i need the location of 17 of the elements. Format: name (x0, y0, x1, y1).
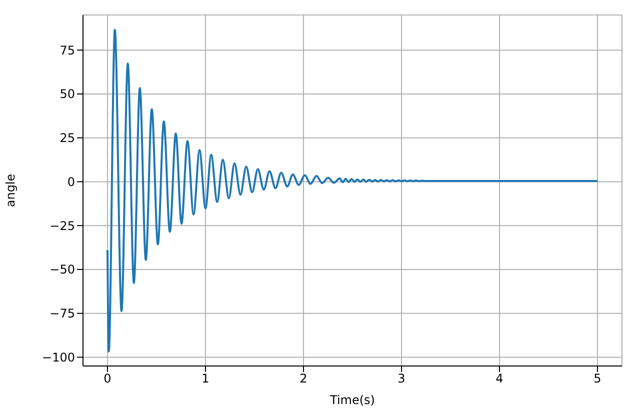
y-tick-label: −100 (42, 350, 75, 364)
x-tick-label: 1 (202, 372, 210, 386)
line-series (106, 28, 598, 352)
x-tick-label: 4 (496, 372, 504, 386)
x-tick-label: 5 (594, 372, 602, 386)
x-axis-title: Time(s) (329, 393, 375, 407)
x-tick-label: 2 (300, 372, 308, 386)
x-tick-label: 3 (398, 372, 406, 386)
y-tick-label: 0 (67, 174, 75, 189)
y-tick-label: 25 (60, 131, 75, 146)
y-tick-label: −75 (50, 306, 75, 321)
y-tick-label: −50 (50, 262, 75, 277)
x-tick-label: 0 (104, 372, 112, 386)
y-axis-title: angle (3, 174, 18, 208)
y-tick-label: −25 (50, 218, 75, 233)
y-tick-label: 50 (60, 87, 75, 102)
y-tick-label: 75 (60, 43, 75, 58)
